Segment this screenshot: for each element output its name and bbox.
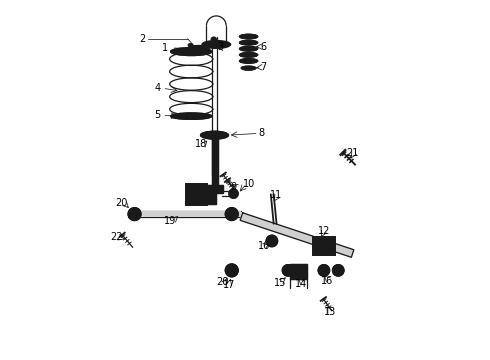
Bar <box>207 186 216 204</box>
Ellipse shape <box>239 58 258 63</box>
Circle shape <box>285 267 291 273</box>
Text: 8: 8 <box>258 129 264 138</box>
Circle shape <box>318 265 330 276</box>
Ellipse shape <box>239 52 258 57</box>
Text: 11: 11 <box>270 190 283 200</box>
Text: 2: 2 <box>140 34 146 44</box>
Bar <box>313 237 335 255</box>
Text: 14: 14 <box>294 279 307 289</box>
Ellipse shape <box>239 34 258 39</box>
Bar <box>207 186 216 204</box>
Ellipse shape <box>211 37 217 42</box>
Text: 3: 3 <box>218 42 223 52</box>
Circle shape <box>335 267 341 273</box>
Circle shape <box>228 189 239 199</box>
Ellipse shape <box>239 40 258 45</box>
Bar <box>186 184 207 205</box>
Text: 6: 6 <box>261 42 267 51</box>
Ellipse shape <box>188 43 193 47</box>
Circle shape <box>225 208 238 221</box>
Text: 10: 10 <box>243 179 255 189</box>
Ellipse shape <box>171 113 212 120</box>
Bar <box>186 184 207 205</box>
Text: 4: 4 <box>154 83 160 93</box>
Ellipse shape <box>200 131 228 139</box>
Text: 21: 21 <box>346 148 359 158</box>
Circle shape <box>128 208 141 221</box>
Text: 12: 12 <box>318 226 331 236</box>
Circle shape <box>228 267 235 274</box>
Bar <box>290 264 307 279</box>
Text: 15: 15 <box>274 278 286 288</box>
Circle shape <box>333 265 344 276</box>
Circle shape <box>295 265 307 276</box>
Bar <box>313 237 335 255</box>
Ellipse shape <box>241 66 256 70</box>
Circle shape <box>266 235 278 247</box>
Ellipse shape <box>202 41 231 48</box>
Circle shape <box>282 265 294 276</box>
Text: 22: 22 <box>110 232 123 242</box>
Text: 19: 19 <box>164 216 176 226</box>
Bar <box>212 137 218 187</box>
Text: 1: 1 <box>162 43 169 53</box>
Bar <box>212 137 218 187</box>
Circle shape <box>228 211 235 217</box>
Text: 9: 9 <box>230 182 236 192</box>
Text: 7: 7 <box>261 62 267 72</box>
Text: 20: 20 <box>115 198 127 208</box>
Text: 17: 17 <box>222 280 235 290</box>
Text: 16: 16 <box>258 241 270 251</box>
Circle shape <box>298 267 304 273</box>
Bar <box>290 264 307 279</box>
Text: 13: 13 <box>324 307 337 317</box>
Text: 16: 16 <box>321 276 334 286</box>
Bar <box>207 185 223 193</box>
Bar <box>207 185 223 193</box>
Ellipse shape <box>171 48 212 55</box>
Circle shape <box>225 264 238 277</box>
Text: 18: 18 <box>195 139 207 149</box>
Text: 20: 20 <box>217 277 229 287</box>
Ellipse shape <box>210 42 223 47</box>
Circle shape <box>131 211 138 217</box>
Ellipse shape <box>188 45 209 52</box>
Ellipse shape <box>209 44 219 48</box>
Circle shape <box>321 267 327 273</box>
Polygon shape <box>240 213 354 257</box>
Bar <box>128 211 242 217</box>
Text: 5: 5 <box>154 111 160 121</box>
Circle shape <box>269 238 275 244</box>
Ellipse shape <box>239 46 258 51</box>
